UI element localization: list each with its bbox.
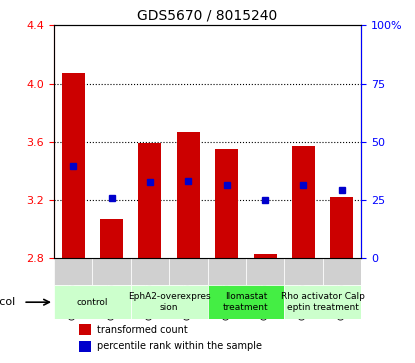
Text: transformed count: transformed count [97,325,188,335]
FancyBboxPatch shape [208,258,246,285]
Text: EphA2-overexpres
sion: EphA2-overexpres sion [128,293,210,312]
FancyBboxPatch shape [131,285,208,318]
Bar [330,197,354,258]
Bar [177,131,200,258]
Text: Rho activator Calp
eptin treatment: Rho activator Calp eptin treatment [281,293,365,312]
FancyBboxPatch shape [54,285,131,318]
FancyBboxPatch shape [131,258,169,285]
FancyBboxPatch shape [93,258,131,285]
Bar [254,254,276,258]
FancyBboxPatch shape [54,258,93,285]
Title: GDS5670 / 8015240: GDS5670 / 8015240 [137,9,278,23]
FancyBboxPatch shape [284,285,361,318]
Bar [139,143,161,258]
Bar [215,149,238,258]
Bar [78,341,91,352]
Text: percentile rank within the sample: percentile rank within the sample [97,342,262,351]
FancyBboxPatch shape [208,285,284,318]
FancyBboxPatch shape [169,258,208,285]
Text: Ilomastat
treatment: Ilomastat treatment [223,293,269,312]
FancyBboxPatch shape [323,258,361,285]
Text: protocol: protocol [0,297,16,307]
Bar [62,73,85,258]
FancyBboxPatch shape [246,258,284,285]
Text: control: control [77,298,108,307]
Bar [78,324,91,335]
Bar [100,219,123,258]
FancyBboxPatch shape [284,258,323,285]
Bar [292,146,315,258]
